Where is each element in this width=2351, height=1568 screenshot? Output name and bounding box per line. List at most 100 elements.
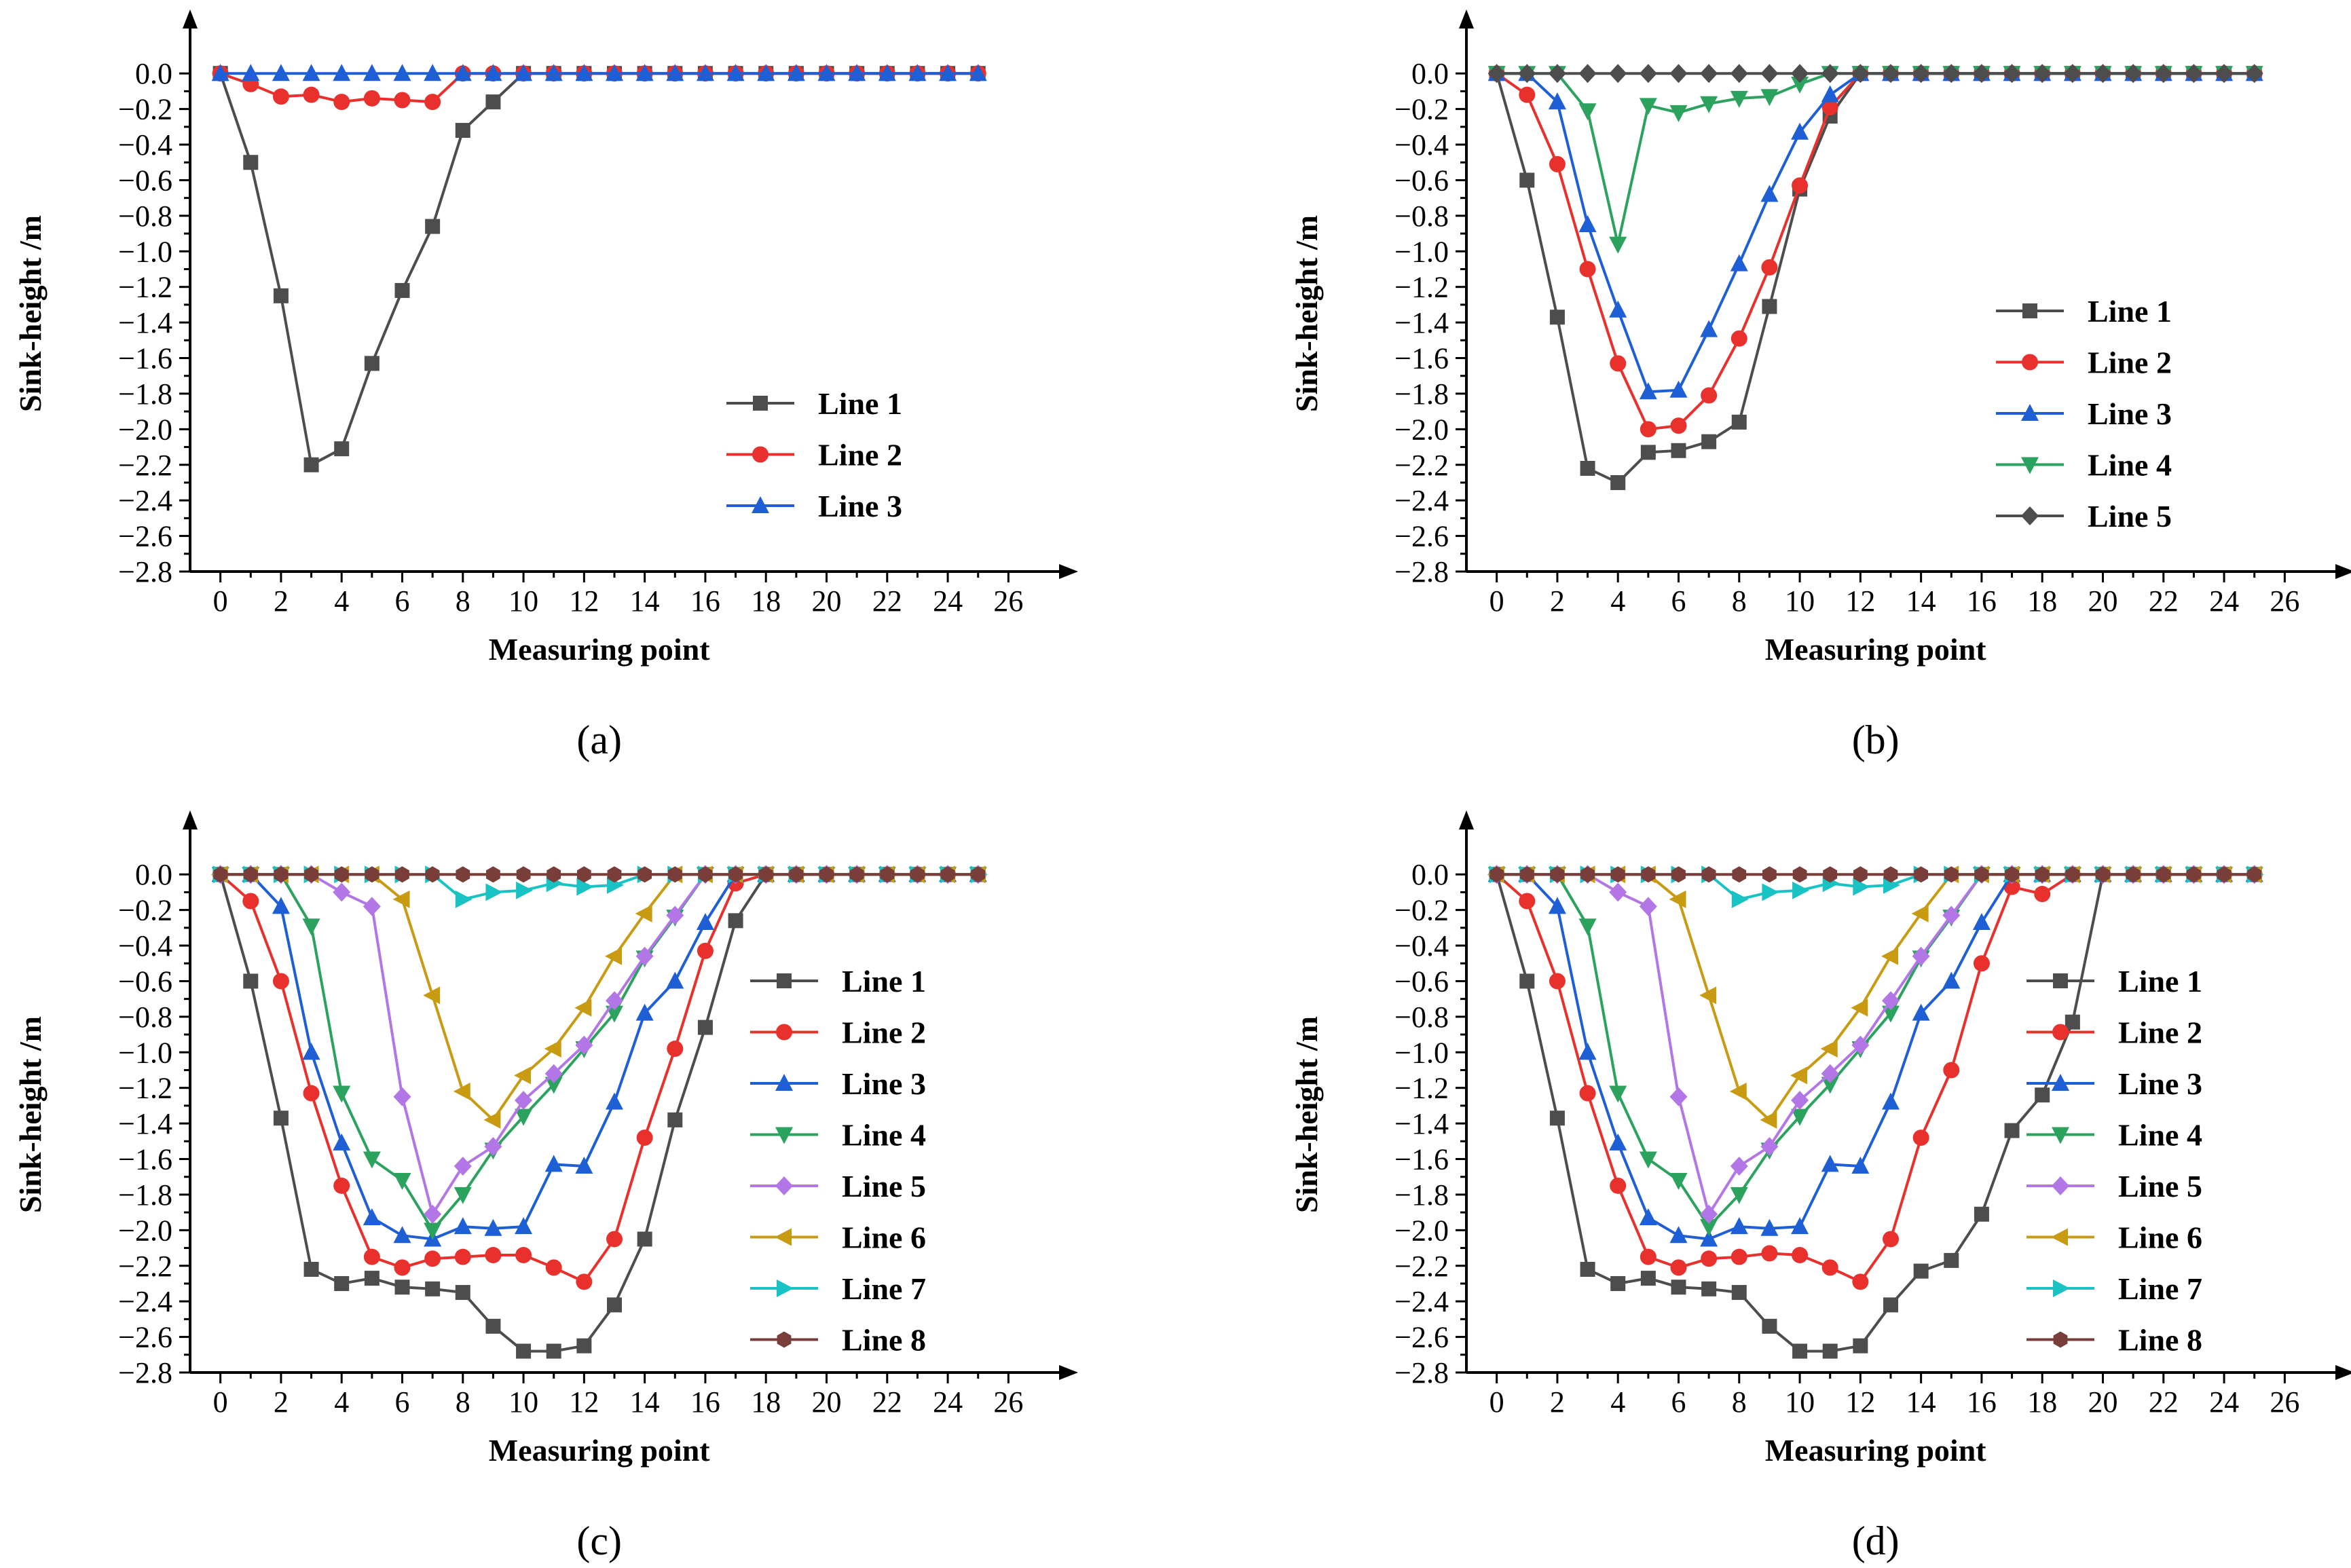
data-point xyxy=(485,1318,501,1334)
data-point xyxy=(1549,1110,1565,1126)
data-point xyxy=(2034,886,2051,903)
legend-label: Line 4 xyxy=(2118,1118,2202,1153)
data-point xyxy=(1792,177,1809,194)
data-point xyxy=(575,1157,593,1174)
data-point xyxy=(455,890,473,908)
data-point xyxy=(302,64,320,81)
data-point xyxy=(393,64,411,81)
x-tick-label: 26 xyxy=(2270,584,2299,618)
data-point xyxy=(696,912,714,930)
y-tick-label: −1.8 xyxy=(118,377,172,411)
data-point xyxy=(2245,64,2263,83)
data-point xyxy=(666,971,684,989)
data-point xyxy=(364,1271,380,1286)
data-point xyxy=(363,64,381,81)
data-point xyxy=(1942,971,1961,989)
y-tick-label: −1.4 xyxy=(118,306,172,339)
data-point xyxy=(515,1108,533,1126)
y-axis-arrow-icon xyxy=(1459,810,1474,829)
data-point xyxy=(272,973,289,990)
legend-label: Line 8 xyxy=(842,1323,926,1358)
data-point xyxy=(2156,866,2171,883)
data-point xyxy=(849,866,864,883)
data-point xyxy=(453,1082,470,1100)
data-point xyxy=(544,1155,563,1172)
legend-label: Line 6 xyxy=(842,1220,926,1255)
y-tick-label: −1.2 xyxy=(118,271,172,304)
y-tick-label: −2.8 xyxy=(118,555,172,589)
x-tick-label: 4 xyxy=(334,1385,349,1419)
legend-marker xyxy=(776,1024,792,1041)
data-point xyxy=(726,64,745,81)
y-tick-label: −0.8 xyxy=(1394,200,1449,233)
data-point xyxy=(333,94,350,111)
y-tick-label: −2.0 xyxy=(1394,1214,1449,1247)
panel-label: (a) xyxy=(576,717,622,762)
data-point xyxy=(1640,421,1656,438)
data-point xyxy=(1762,299,1777,314)
y-tick-label: −0.2 xyxy=(1394,894,1449,927)
y-tick-label: −0.4 xyxy=(1394,929,1449,963)
x-tick-label: 12 xyxy=(569,1385,599,1419)
data-point xyxy=(395,866,409,883)
data-point xyxy=(1729,1082,1747,1100)
data-point xyxy=(393,1226,411,1244)
legend-label: Line 8 xyxy=(2118,1323,2202,1358)
data-point xyxy=(394,282,410,298)
data-point xyxy=(485,94,501,110)
y-tick-label: −2.6 xyxy=(1394,1321,1449,1354)
data-point xyxy=(544,1077,563,1094)
data-point xyxy=(1548,92,1566,110)
legend-marker xyxy=(2052,1127,2069,1144)
data-point xyxy=(333,882,351,902)
data-point xyxy=(546,1343,561,1359)
x-tick-label: 4 xyxy=(1610,584,1625,618)
data-point xyxy=(2005,866,2019,883)
series-line-8 xyxy=(1489,866,2262,883)
x-axis-arrow-icon xyxy=(1059,1365,1078,1380)
y-tick-label: −1.6 xyxy=(1394,342,1449,375)
data-point xyxy=(940,866,955,883)
data-point xyxy=(1911,904,1929,922)
data-point xyxy=(334,1275,350,1291)
data-point xyxy=(1762,883,1779,901)
data-point xyxy=(1700,1229,1718,1247)
legend-label: Line 4 xyxy=(842,1118,926,1153)
legend-marker xyxy=(2022,303,2037,318)
data-point xyxy=(1730,1157,1748,1176)
legend-label: Line 4 xyxy=(2088,448,2172,483)
series-line-8 xyxy=(213,866,986,883)
data-point xyxy=(273,1110,289,1126)
data-point xyxy=(1639,64,1657,83)
data-point xyxy=(1671,443,1686,458)
chart-panel-2: 0 2 4 6 8 10 12 14 16 18 20 22 24 260.0−0.2−0.4−0.6−0… xyxy=(1289,10,2351,762)
data-point xyxy=(1760,1218,1779,1236)
legend-label: Line 3 xyxy=(842,1066,926,1101)
data-point xyxy=(456,866,470,883)
data-point xyxy=(1580,461,1595,476)
data-point xyxy=(1851,1035,1870,1055)
data-point xyxy=(1912,1003,1930,1021)
x-tick-label: 2 xyxy=(274,584,289,618)
data-point xyxy=(636,1130,653,1146)
data-point xyxy=(1701,387,1718,404)
data-point xyxy=(2033,64,2052,83)
y-tick-label: −0.6 xyxy=(118,164,172,197)
data-point xyxy=(1549,973,1566,990)
y-tick-label: −2.0 xyxy=(118,1214,172,1247)
data-point xyxy=(516,881,534,899)
data-point xyxy=(637,1231,652,1247)
chart-panel-1: 0 2 4 6 8 10 12 14 16 18 20 22 24 260.0−0.2−0.4−0.6−0… xyxy=(13,10,1078,762)
data-point xyxy=(334,441,350,457)
data-point xyxy=(455,1285,470,1301)
data-point xyxy=(423,986,441,1005)
y-tick-label: −1.8 xyxy=(1394,1178,1449,1212)
y-tick-label: −2.2 xyxy=(1394,1250,1449,1283)
data-point xyxy=(1730,1248,1747,1265)
data-point xyxy=(2124,64,2143,83)
x-tick-label: 26 xyxy=(993,584,1023,618)
data-point xyxy=(1821,1064,1839,1083)
data-point xyxy=(1701,434,1717,449)
data-point xyxy=(1972,912,1991,930)
data-point xyxy=(544,1064,563,1083)
